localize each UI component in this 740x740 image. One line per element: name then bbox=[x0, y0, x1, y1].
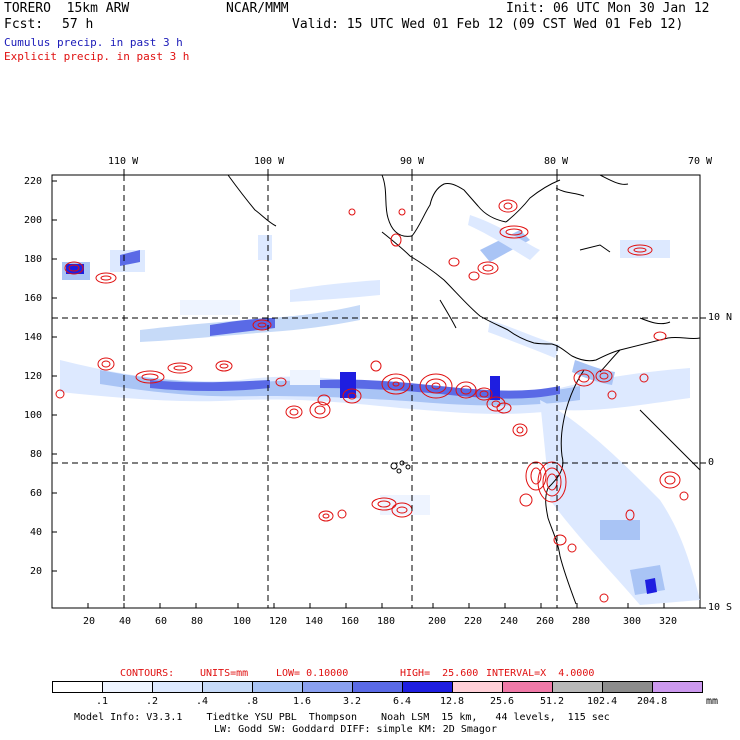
model-info: Model Info: V3.3.1 Tiedtke YSU PBL Thomp… bbox=[74, 712, 610, 723]
contour-high: HIGH= 25.600 bbox=[400, 668, 479, 679]
x-tick-label: 160 bbox=[341, 616, 360, 627]
legend-value-label: 1.6 bbox=[293, 696, 312, 707]
org-label: NCAR/MMM bbox=[226, 1, 289, 16]
legend-swatch bbox=[652, 681, 703, 693]
lon-label-80w: 80 W bbox=[544, 156, 569, 167]
x-tick-label: 200 bbox=[428, 616, 447, 627]
init-time: Init: 06 UTC Mon 30 Jan 12 bbox=[506, 1, 710, 16]
contour-low: LOW= 0.10000 bbox=[276, 668, 349, 679]
contour-label: CONTOURS: bbox=[120, 668, 175, 679]
fcst-label: Fcst: bbox=[4, 17, 44, 32]
y-tick-label: 20 bbox=[30, 566, 43, 577]
lon-label-70w: 70 W bbox=[688, 156, 713, 167]
x-tick-label: 40 bbox=[119, 616, 132, 627]
x-tick-label: 220 bbox=[464, 616, 483, 627]
legend-swatch bbox=[102, 681, 153, 693]
legend-value-label: 25.6 bbox=[490, 696, 515, 707]
x-tick-label: 260 bbox=[536, 616, 555, 627]
y-tick-label: 160 bbox=[24, 293, 43, 304]
legend-unit: mm bbox=[706, 696, 719, 707]
y-tick-label: 140 bbox=[24, 332, 43, 343]
y-tick-label: 100 bbox=[24, 410, 43, 421]
y-tick-label: 220 bbox=[24, 176, 43, 187]
legend-value-label: .1 bbox=[96, 696, 109, 707]
model-title: TORERO 15km ARW bbox=[4, 1, 130, 16]
legend-swatch bbox=[252, 681, 303, 693]
lat-label-10n: 10 N bbox=[708, 312, 733, 323]
lon-label-110w: 110 W bbox=[108, 156, 139, 167]
x-tick-label: 140 bbox=[305, 616, 324, 627]
x-tick-label: 280 bbox=[572, 616, 591, 627]
legend-swatch bbox=[352, 681, 403, 693]
legend-value-label: .2 bbox=[146, 696, 159, 707]
lon-label-100w: 100 W bbox=[254, 156, 285, 167]
legend-value-label: 12.8 bbox=[440, 696, 465, 707]
x-tick-label: 60 bbox=[155, 616, 168, 627]
y-tick-label: 120 bbox=[24, 371, 43, 382]
contour-units: UNITS=mm bbox=[200, 668, 249, 679]
y-tick-label: 180 bbox=[24, 254, 43, 265]
lat-label-10s: 10 S bbox=[708, 602, 733, 613]
lat-label-0: 0 bbox=[708, 457, 715, 468]
legend-value-label: .4 bbox=[196, 696, 209, 707]
contour-interval: INTERVAL=X 4.0000 bbox=[486, 668, 595, 679]
x-tick-label: 100 bbox=[233, 616, 252, 627]
y-tick-label: 200 bbox=[24, 215, 43, 226]
legend-value-label: 3.2 bbox=[343, 696, 362, 707]
x-tick-label: 320 bbox=[659, 616, 678, 627]
legend-value-label: .8 bbox=[246, 696, 259, 707]
legend-swatch bbox=[552, 681, 603, 693]
y-tick-label: 60 bbox=[30, 488, 43, 499]
y-tick-label: 80 bbox=[30, 449, 43, 460]
explicit-legend-label: Explicit precip. in past 3 h bbox=[4, 50, 190, 63]
legend-swatch bbox=[402, 681, 453, 693]
x-tick-label: 240 bbox=[500, 616, 519, 627]
fcst-value: 57 h bbox=[62, 17, 94, 32]
legend-swatch bbox=[502, 681, 553, 693]
legend-swatch bbox=[302, 681, 353, 693]
y-tick-label: 40 bbox=[30, 527, 43, 538]
valid-time: Valid: 15 UTC Wed 01 Feb 12 (09 CST Wed … bbox=[292, 17, 684, 32]
lat-lon-grid bbox=[52, 175, 700, 608]
axis-ticks bbox=[52, 169, 706, 609]
physics-info: LW: Godd SW: Goddard DIFF: simple KM: 2D… bbox=[214, 724, 497, 735]
legend-swatch bbox=[152, 681, 203, 693]
x-tick-label: 20 bbox=[83, 616, 96, 627]
legend-swatch bbox=[602, 681, 653, 693]
x-tick-label: 80 bbox=[191, 616, 204, 627]
legend-value-label: 51.2 bbox=[540, 696, 565, 707]
legend-swatch bbox=[452, 681, 503, 693]
legend-value-label: 204.8 bbox=[637, 696, 668, 707]
legend-value-label: 102.4 bbox=[587, 696, 618, 707]
legend-swatch bbox=[202, 681, 253, 693]
lon-label-90w: 90 W bbox=[400, 156, 425, 167]
legend-swatch bbox=[52, 681, 103, 693]
x-tick-label: 180 bbox=[377, 616, 396, 627]
explicit-precip-contours bbox=[55, 199, 689, 603]
x-tick-label: 120 bbox=[269, 616, 288, 627]
x-tick-label: 300 bbox=[623, 616, 642, 627]
legend-value-label: 6.4 bbox=[393, 696, 412, 707]
cumulus-legend-label: Cumulus precip. in past 3 h bbox=[4, 36, 183, 49]
